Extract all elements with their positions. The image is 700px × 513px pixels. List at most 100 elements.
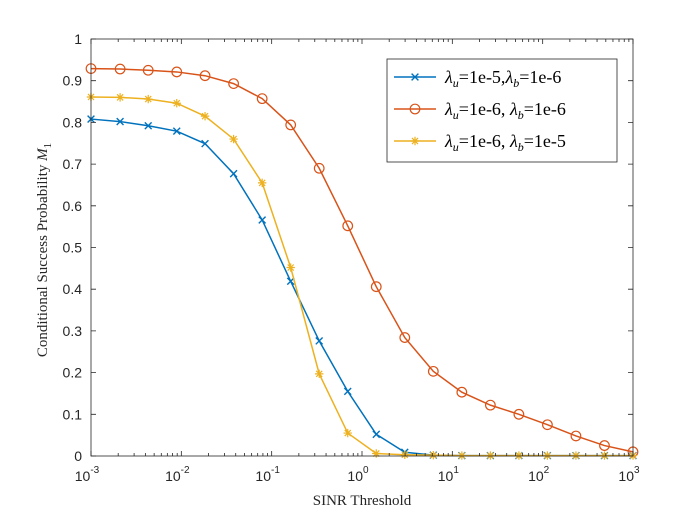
x-tick-label: 103 xyxy=(618,465,640,484)
x-tick-label: 10-2 xyxy=(165,465,190,484)
legend-marker-2 xyxy=(409,103,421,115)
legend-label-1: λu=1e-5,λb=1e-6 xyxy=(444,67,561,90)
series-3-point xyxy=(543,451,552,460)
series-3-point xyxy=(115,93,125,102)
y-axis-label-text: Conditional Success Probability xyxy=(35,161,51,357)
series-1-point xyxy=(343,387,352,396)
legend-label-part: u xyxy=(453,140,459,154)
series-2-point xyxy=(171,66,183,78)
x-tick-label-base: 10 xyxy=(438,468,454,484)
series-2-point xyxy=(313,162,325,174)
series-3-point xyxy=(457,451,467,460)
x-tick-label-exp: 3 xyxy=(634,465,640,476)
series-2-point xyxy=(199,70,211,82)
legend-label-part: λ xyxy=(504,67,513,87)
series-2-point xyxy=(342,220,354,232)
x-tick-label-base: 10 xyxy=(75,468,91,484)
y-tick-label: 0.7 xyxy=(63,156,83,172)
series-2-point xyxy=(285,119,297,131)
series-3-point xyxy=(372,449,381,458)
series-1-point xyxy=(172,127,181,136)
series-2-point xyxy=(114,63,126,75)
series-1-point xyxy=(286,277,295,286)
series-3-point xyxy=(600,451,609,460)
x-tick-label-base: 10 xyxy=(618,468,634,484)
legend-label-part: =1e-5 xyxy=(524,131,566,151)
series-3-point xyxy=(486,451,495,460)
x-tick-label-exp: -2 xyxy=(181,465,190,476)
legend-label-part: λ xyxy=(509,99,518,119)
y-tick-label: 0.3 xyxy=(63,323,83,339)
series-1-point xyxy=(201,139,209,148)
x-tick-label-base: 10 xyxy=(347,468,363,484)
x-tick-label: 10-1 xyxy=(255,465,280,484)
x-tick-label-base: 10 xyxy=(255,468,271,484)
y-ticks xyxy=(91,38,633,457)
legend-label-part: =1e-6, xyxy=(459,131,510,151)
legend-label-part: b xyxy=(513,76,519,90)
series-2-point xyxy=(228,78,240,90)
y-axis-label-subscript: 1 xyxy=(42,143,54,149)
series-1-point xyxy=(372,430,381,439)
series-2-point xyxy=(399,332,411,343)
legend-label-part: λ xyxy=(444,131,453,151)
series-3-point xyxy=(172,99,181,108)
legend-label-part: λ xyxy=(444,99,453,119)
y-tick-label: 0.9 xyxy=(63,73,83,89)
series-3-point xyxy=(144,94,153,104)
legend-box xyxy=(386,58,618,163)
series-2 xyxy=(85,63,639,458)
series-3-point xyxy=(229,134,238,144)
x-axis-label: SINR Threshold xyxy=(313,493,412,509)
y-axis-label: Conditional Success Probability M1 xyxy=(35,143,54,357)
series-1-point xyxy=(144,121,153,130)
legend-label-part: u xyxy=(453,76,459,90)
legend-label-part: =1e-6 xyxy=(524,99,566,119)
y-tick-label: 0.4 xyxy=(63,281,83,297)
x-tick-label-exp: 0 xyxy=(363,465,369,476)
series-3-point xyxy=(514,451,524,460)
series-2-point xyxy=(513,408,525,420)
y-tick-label: 0.5 xyxy=(63,240,83,256)
legend-label-3: λu=1e-6, λb=1e-5 xyxy=(444,131,566,154)
legend-label-2: λu=1e-6, λb=1e-6 xyxy=(444,99,566,122)
x-tick-label-base: 10 xyxy=(165,468,181,484)
legend-label-part: =1e-6, xyxy=(459,99,510,119)
series-2-point xyxy=(542,419,553,431)
legend-label-part: b xyxy=(518,108,524,122)
x-tick-label-exp: -1 xyxy=(271,465,280,476)
series-2-point xyxy=(599,440,610,451)
legend-label-part: =1e-6 xyxy=(519,67,561,87)
x-tick-label: 100 xyxy=(347,465,369,484)
series-3-point xyxy=(429,450,438,460)
series-2-point xyxy=(456,386,468,398)
x-tick-label-exp: 2 xyxy=(544,465,550,476)
series-1-point xyxy=(258,216,267,224)
legend-label-part: λ xyxy=(509,131,518,151)
series-2-point xyxy=(142,64,154,76)
y-tick-label: 0.2 xyxy=(63,365,83,381)
series-3-point xyxy=(286,263,295,272)
series-1-point xyxy=(116,117,125,126)
series-2-point xyxy=(256,93,268,105)
legend-label-part: u xyxy=(453,108,459,122)
x-ticks xyxy=(90,39,634,456)
x-tick-label-base: 10 xyxy=(528,468,544,484)
legend-label-part: =1e-5, xyxy=(459,67,506,87)
series-3-point xyxy=(315,369,324,379)
series-2-point xyxy=(370,281,382,293)
series-1-point xyxy=(229,169,238,178)
series-3-point xyxy=(257,178,267,188)
legend-marker-1 xyxy=(411,73,419,81)
y-tick-label: 0.6 xyxy=(63,198,83,214)
series-2-point xyxy=(570,430,582,442)
x-tick-label-exp: 1 xyxy=(453,465,459,476)
y-axis-label-symbol: M xyxy=(35,147,51,162)
legend: λu=1e-5,λb=1e-6λu=1e-6, λb=1e-6λu=1e-6, … xyxy=(386,58,618,163)
y-tick-label: 1 xyxy=(74,31,82,47)
series-3-point xyxy=(343,428,352,438)
y-tick-label: 0.1 xyxy=(63,406,83,422)
legend-label-part: λ xyxy=(444,67,453,87)
series-3-point xyxy=(571,451,581,460)
